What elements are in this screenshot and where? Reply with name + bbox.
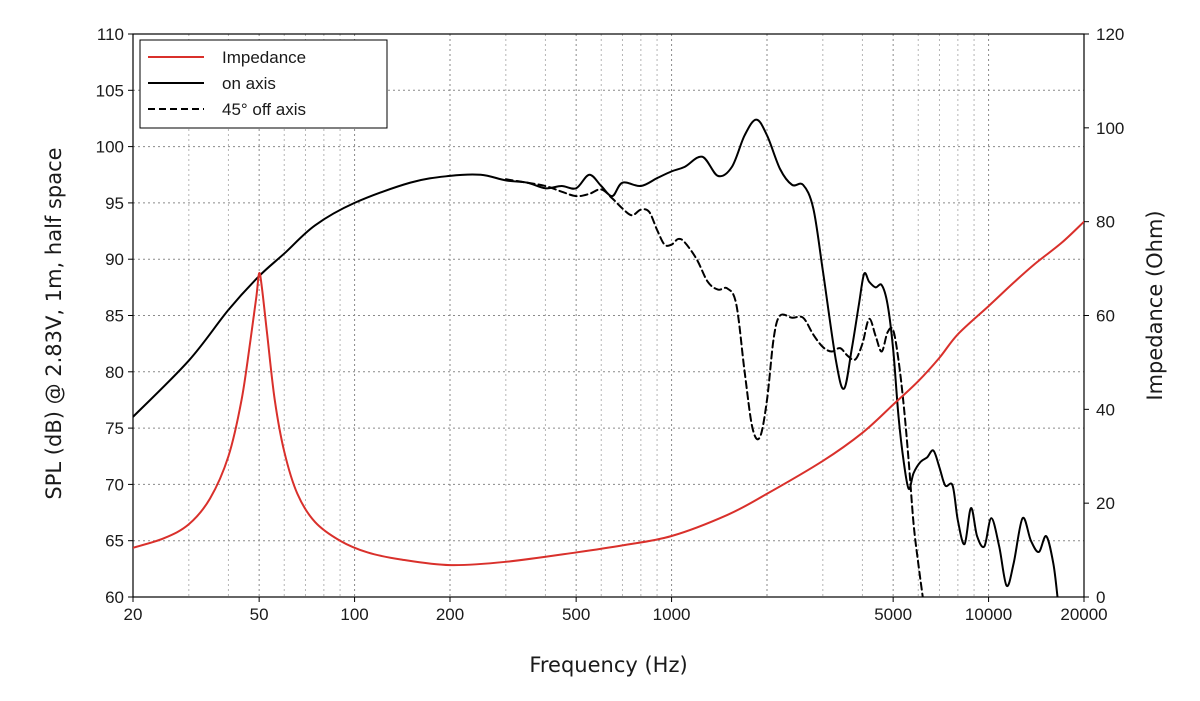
y-left-tick-label: 70: [105, 475, 124, 494]
x-tick-label: 100: [340, 605, 368, 624]
y-right-tick-label: 0: [1096, 588, 1105, 607]
y-left-tick-label: 105: [96, 81, 124, 100]
y-left-tick-label: 100: [96, 138, 124, 157]
y-left-tick-label: 75: [105, 419, 124, 438]
x-axis-title: Frequency (Hz): [529, 653, 687, 677]
x-tick-label: 500: [562, 605, 590, 624]
y-right-tick-label: 100: [1096, 119, 1124, 138]
series-line-impedance: [133, 220, 1084, 567]
series-line-45-off-axis: [504, 178, 924, 597]
x-tick-label: 5000: [874, 605, 912, 624]
series-layer: [133, 118, 1084, 597]
x-tick-label: 20000: [1060, 605, 1107, 624]
legend-label: on axis: [222, 74, 276, 93]
y-left-tick-label: 90: [105, 250, 124, 269]
y-right-tick-label: 20: [1096, 494, 1115, 513]
x-tick-label: 1000: [653, 605, 691, 624]
y-right-tick-label: 120: [1096, 25, 1124, 44]
legend-label: 45° off axis: [222, 100, 306, 119]
legend-label: Impedance: [222, 48, 306, 67]
x-tick-label: 200: [436, 605, 464, 624]
y-right-tick-label: 60: [1096, 307, 1115, 326]
y-left-tick-label: 95: [105, 194, 124, 213]
y-left-tick-label: 80: [105, 363, 124, 382]
y-right-tick-label: 40: [1096, 400, 1115, 419]
legend: Impedance on axis 45° off axis: [139, 39, 388, 129]
x-tick-label: 50: [250, 605, 269, 624]
tick-labels: 20 50 100 200 500 1000 5000 10000 20000606570758…: [96, 25, 1125, 624]
y-left-tick-label: 110: [97, 25, 124, 44]
y-left-tick-label: 65: [105, 532, 124, 551]
y-left-tick-label: 60: [105, 588, 124, 607]
y-axis-right-title: Impedance (Ohm): [1143, 210, 1167, 400]
grid: [133, 34, 1084, 597]
x-tick-label: 10000: [965, 605, 1012, 624]
y-left-tick-label: 85: [105, 307, 124, 326]
x-tick-label: 20: [124, 605, 143, 624]
y-right-tick-label: 80: [1096, 213, 1115, 232]
y-axis-left-title: SPL (dB) @ 2.83V, 1m, half space: [42, 147, 66, 499]
